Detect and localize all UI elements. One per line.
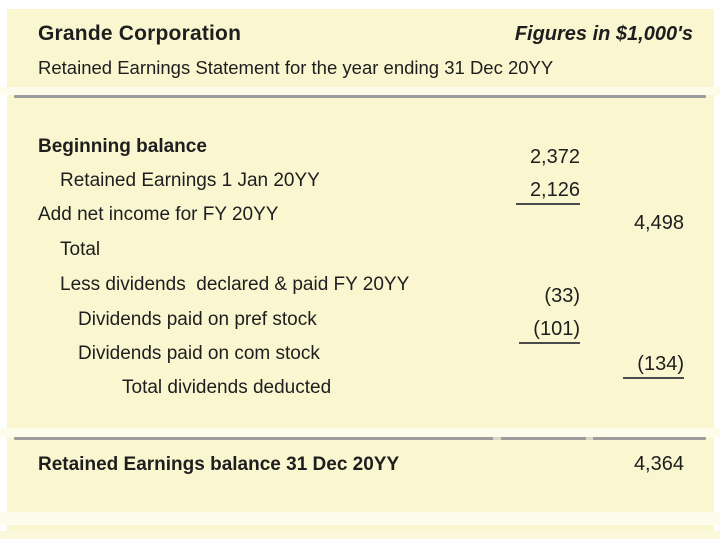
row-label-dividends-pref-stock: Dividends paid on pref stock xyxy=(78,309,317,330)
bottom-shading-band xyxy=(0,512,720,525)
amount-dividends-com: (101) xyxy=(519,318,580,344)
header-divider-line xyxy=(14,95,706,98)
row-label-total: Total xyxy=(60,239,101,260)
total-divider-line xyxy=(14,437,706,440)
divider-cell-gap xyxy=(586,437,593,440)
amount-beginning-retained-earnings: 2,372 xyxy=(529,146,580,168)
company-name: Grande Corporation xyxy=(38,22,242,45)
figures-unit-note: Figures in $1,000's xyxy=(514,23,693,45)
row-label-add-net-income: Add net income for FY 20YY xyxy=(38,204,279,225)
amount-total-before-dividends: 4,498 xyxy=(633,212,684,234)
row-label-ending-balance: Retained Earnings balance 31 Dec 20YY xyxy=(38,454,400,475)
row-label-beginning-balance: Beginning balance xyxy=(38,136,207,157)
bottom-edge-band xyxy=(0,531,720,539)
amount-dividends-pref: (33) xyxy=(544,285,580,307)
divider-cell-gap xyxy=(493,437,501,440)
row-label-retained-earnings-1-jan: Retained Earnings 1 Jan 20YY xyxy=(60,170,320,191)
amount-net-income: 2,126 xyxy=(515,179,580,205)
row-label-dividends-com-stock: Dividends paid on com stock xyxy=(78,343,320,364)
row-label-total-dividends-deducted: Total dividends deducted xyxy=(122,377,332,398)
row-label-less-dividends: Less dividends declared & paid FY 20YY xyxy=(60,274,410,295)
statement-subtitle: Retained Earnings Statement for the year… xyxy=(38,57,554,78)
page-edge-right xyxy=(714,0,720,539)
total-divider-band xyxy=(0,428,720,437)
amount-ending-balance: 4,364 xyxy=(633,453,684,475)
header-divider-band xyxy=(0,87,720,95)
amount-total-dividends: (134) xyxy=(623,353,684,379)
page-edge-left xyxy=(0,0,7,539)
page-edge-top xyxy=(0,0,720,9)
